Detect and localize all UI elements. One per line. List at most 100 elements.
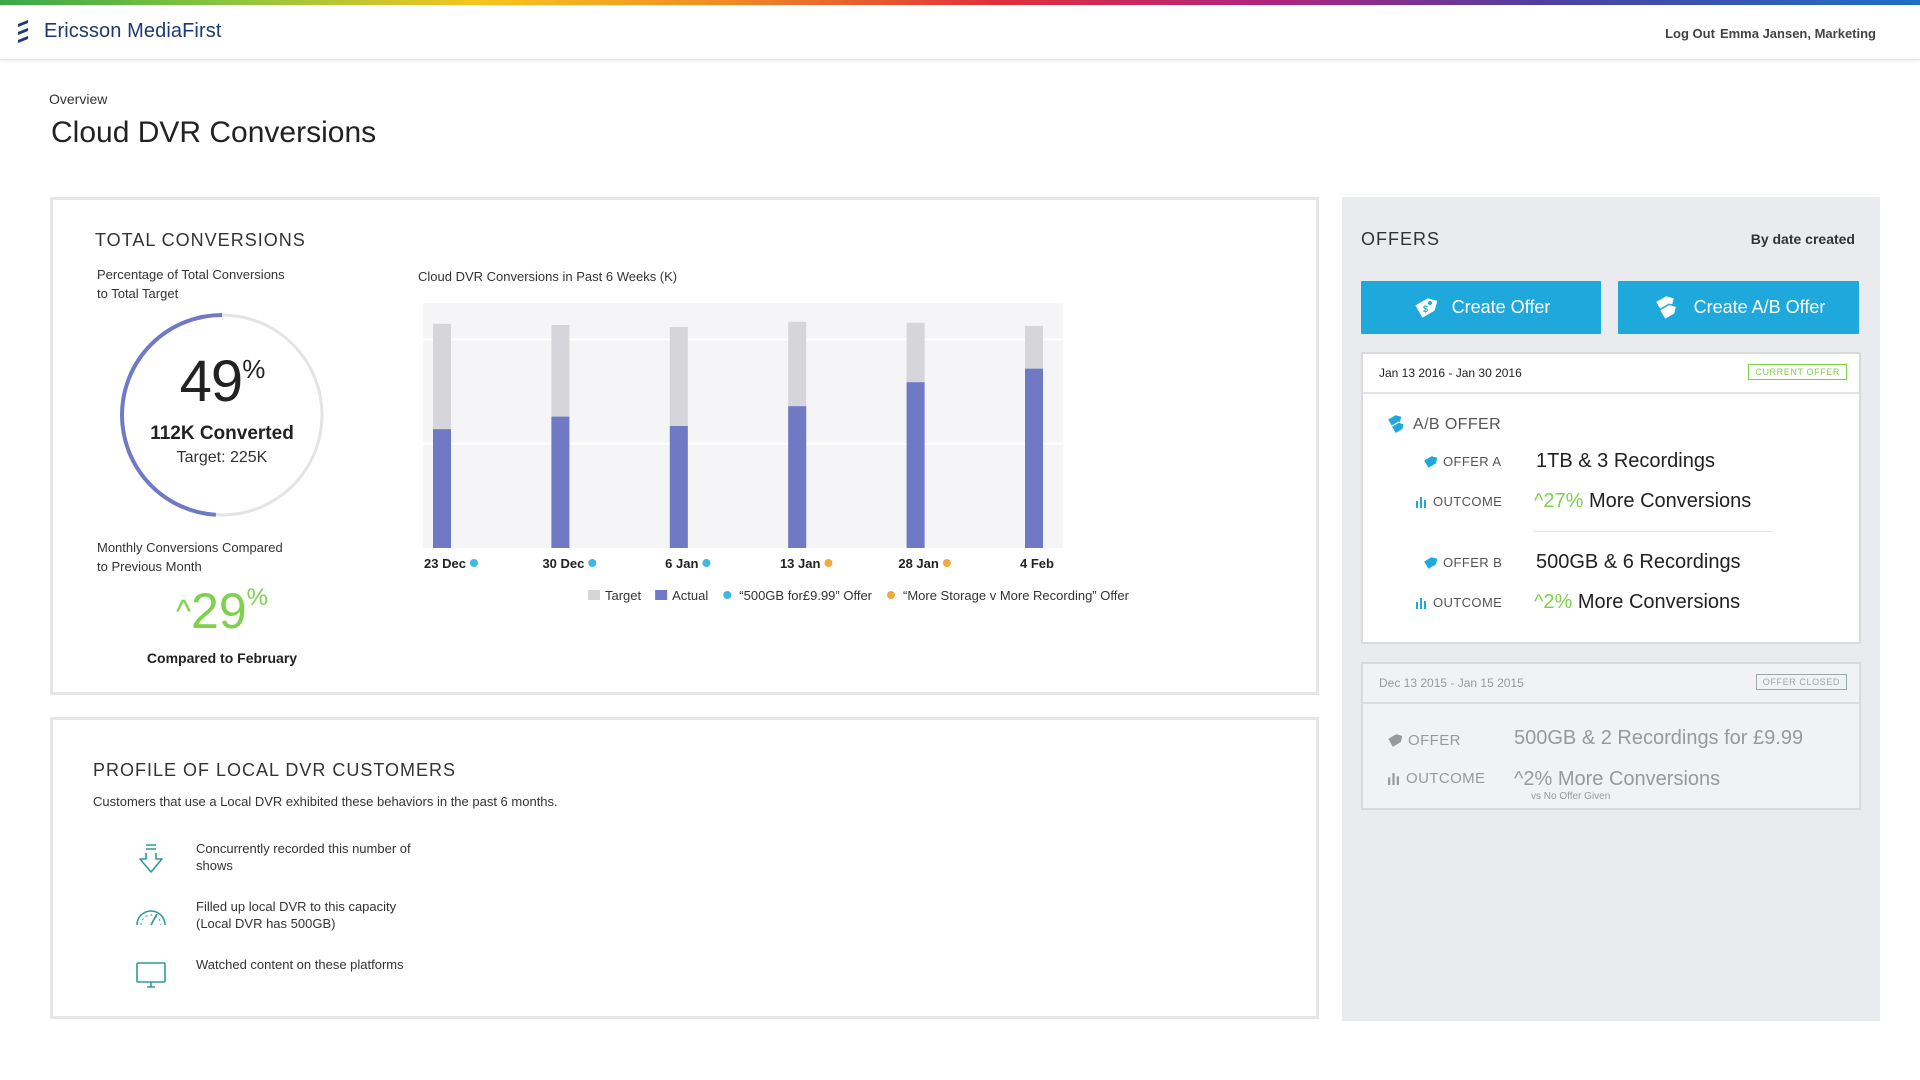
legend-label: “500GB for£9.99” Offer — [739, 588, 872, 603]
actual-bar — [433, 429, 451, 548]
profile-description: Customers that use a Local DVR exhibited… — [93, 794, 558, 809]
legend-swatch — [723, 591, 732, 599]
segment-percent: 49% — [894, 961, 937, 984]
user-name[interactable]: Emma Jansen, Marketing — [1719, 26, 1876, 41]
pct-label-line1: Percentage of Total Conversions — [97, 267, 285, 282]
offer-dates: Jan 13 2016 - Jan 30 2016 — [1379, 366, 1522, 380]
row-label: Filled up local DVR to this capacity (Lo… — [196, 899, 397, 931]
segment-label: 1 Recording — [519, 853, 584, 867]
current-offer-card[interactable]: Jan 13 2016 - Jan 30 2016 CURRENT OFFER … — [1361, 352, 1861, 644]
segment-percent: 12% — [469, 961, 512, 984]
segment[interactable]: 59% 3-4 Recordings — [769, 837, 1184, 877]
legend-label: Actual — [672, 588, 708, 603]
up-caret-icon: ^ — [176, 593, 192, 629]
segment[interactable]: 39% Set-Top Box — [606, 953, 882, 993]
legend-swatch — [588, 590, 600, 600]
offer-b-value: 500GB & 6 Recordings — [1536, 551, 1741, 573]
segment-percent: 14% — [469, 903, 512, 926]
legend-label: Target — [605, 588, 642, 603]
actual-bar — [669, 426, 688, 548]
offer-a-outcome-change: ^27% — [1534, 490, 1584, 512]
actual-bar — [788, 406, 807, 548]
plot-area — [423, 303, 1063, 548]
offer-a-outcome-key: OUTCOME — [1415, 494, 1502, 509]
segment[interactable]: 12% 1 Recording — [460, 837, 600, 877]
logout-link[interactable]: Log Out — [1665, 26, 1715, 41]
download-arrow-icon — [139, 844, 163, 873]
segment-label: 450-500GB — [857, 911, 919, 925]
offer-a-value: 1TB & 3 Recordings — [1536, 450, 1715, 472]
profile-row: Filled up local DVR to this capacity (Lo… — [53, 895, 1313, 939]
segment-label: 3-4 Recordings — [828, 853, 910, 867]
segment[interactable]: 12% Phone — [460, 953, 603, 993]
donut-progress-arc — [120, 313, 324, 517]
segment-label: Set-Top Box — [665, 969, 731, 983]
segment-label: Phone — [519, 969, 554, 983]
gauge-icon — [136, 910, 166, 926]
monthly-label-line2: to Previous Month — [97, 559, 202, 574]
segment[interactable]: 64% 450-500GB — [798, 895, 1186, 935]
segment-percent: 39% — [615, 961, 658, 984]
segment-percent: 64% — [807, 903, 850, 926]
legend-label: “More Storage v More Recording” Offer — [903, 588, 1130, 603]
segment-percent: 29% — [612, 845, 655, 868]
divider — [1533, 531, 1773, 532]
sort-dropdown[interactable]: By date created — [1750, 231, 1855, 247]
outcome-key: OUTCOME — [1387, 770, 1485, 787]
closed-offer-card[interactable]: Dec 13 2015 - Jan 15 2015 OFFER CLOSED O… — [1361, 662, 1861, 810]
create-ab-offer-label: Create A/B Offer — [1693, 297, 1826, 317]
x-tick-label: 28 Jan — [898, 556, 939, 571]
offer-a-key: OFFER A — [1423, 454, 1501, 469]
conversion-percent-value: 49 — [179, 349, 244, 414]
x-tick-label: 6 Jan — [665, 556, 698, 571]
offer-b-key-label: OFFER B — [1443, 555, 1503, 570]
brand[interactable]: Ericsson MediaFirst — [16, 19, 222, 43]
segment[interactable]: 49% Tablet — [885, 953, 1186, 993]
top-bar: Ericsson MediaFirst Log Out Emma Jansen,… — [0, 5, 1920, 60]
create-ab-offer-button[interactable]: Create A/B Offer — [1618, 281, 1859, 334]
tag-icon — [1424, 455, 1437, 468]
ab-offer-type: A/B OFFER — [1385, 412, 1501, 438]
segment[interactable]: 29% 2 Recordings — [603, 837, 766, 877]
offer-marker — [469, 559, 478, 567]
legend-swatch — [887, 591, 895, 599]
segment-label: 200-450GB — [679, 911, 741, 925]
bar-chart-icon — [1416, 496, 1426, 508]
offer-card-header: Dec 13 2015 - Jan 15 2015 OFFER CLOSED — [1363, 664, 1859, 704]
segment[interactable]: 22% 200-450GB — [620, 895, 795, 935]
create-offer-button[interactable]: $ Create Offer — [1361, 281, 1601, 334]
bar-chart-icon — [1388, 773, 1399, 785]
x-tick-label: 30 Dec — [542, 556, 584, 571]
offer-type-label: A/B OFFER — [1413, 416, 1502, 433]
offer-closed-badge: OFFER CLOSED — [1755, 674, 1847, 690]
monthly-label-line1: Monthly Conversions Compared — [97, 540, 283, 555]
converted-count: 112K Converted — [150, 423, 294, 444]
double-tag-icon — [1655, 295, 1678, 321]
segment-label: Tablet — [944, 969, 977, 983]
accent-gradient-bar — [0, 0, 1920, 5]
progress-donut — [120, 313, 324, 517]
card-title: PROFILE OF LOCAL DVR CUSTOMERS — [93, 760, 457, 780]
bar-chart-icon — [1416, 597, 1426, 609]
outcome-key-label: OUTCOME — [1433, 595, 1503, 610]
page-title: Cloud DVR Conversions — [51, 116, 377, 149]
outcome-value: ^2% More Conversions — [1514, 768, 1720, 791]
create-offer-label: Create Offer — [1451, 297, 1551, 317]
tag-icon — [1388, 734, 1402, 747]
legend-swatch — [655, 590, 668, 600]
segment[interactable]: 14% 0-200GB — [460, 895, 617, 935]
monitor-icon — [136, 962, 166, 988]
percent-symbol: % — [242, 354, 265, 384]
pct-label-line2: to Total Target — [97, 286, 179, 301]
offer-a-key-label: OFFER A — [1443, 454, 1502, 469]
segment-label: 0-200GB — [519, 911, 568, 925]
breadcrumb[interactable]: Overview — [49, 91, 108, 107]
tag-glyph: $ — [1423, 304, 1428, 314]
actual-bar — [551, 416, 570, 548]
tag-icon — [1424, 556, 1437, 569]
x-tick-label: 23 Dec — [424, 556, 466, 571]
outcome-text: More Conversions — [1557, 768, 1721, 790]
chart-title: Cloud DVR Conversions in Past 6 Weeks (K… — [418, 269, 678, 284]
offer-marker — [824, 559, 833, 567]
